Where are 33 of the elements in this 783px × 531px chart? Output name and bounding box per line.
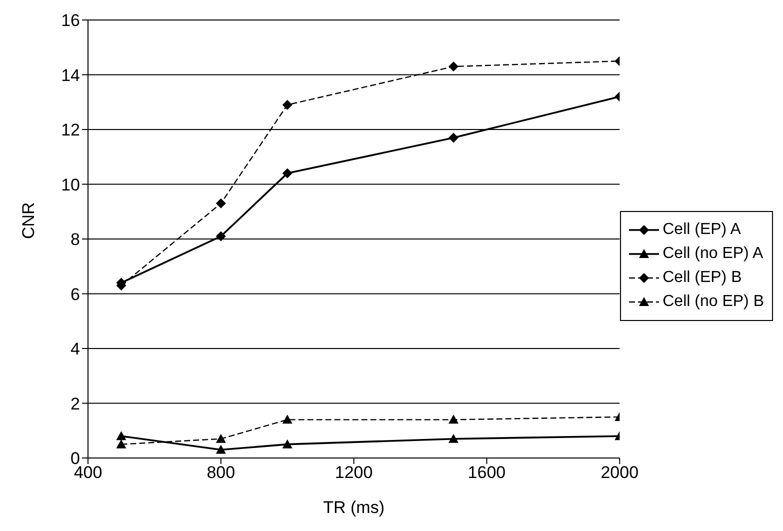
point xyxy=(282,439,292,448)
point xyxy=(448,414,458,424)
y-tick-label: 2 xyxy=(70,394,80,414)
point xyxy=(448,132,458,143)
point xyxy=(216,198,226,208)
x-tick-label: 1600 xyxy=(468,463,506,482)
point xyxy=(216,444,226,454)
y-tick-label: 12 xyxy=(61,120,80,140)
x-tick-label: 1200 xyxy=(334,463,373,482)
point xyxy=(216,231,226,242)
y-tick-label: 14 xyxy=(61,66,80,85)
legend-label: Cell (no EP) B xyxy=(662,292,764,312)
y-axis-title: CNR xyxy=(19,202,38,239)
point xyxy=(282,414,292,424)
legend-label: Cell (no EP) A xyxy=(662,244,764,264)
point xyxy=(216,434,226,443)
point xyxy=(116,431,126,440)
legend-label: Cell (EP) A xyxy=(662,220,741,240)
y-tick-label: 8 xyxy=(70,230,80,250)
point xyxy=(116,439,126,448)
legend-label: Cell (EP) B xyxy=(662,268,742,288)
point xyxy=(448,434,458,443)
point xyxy=(282,168,292,178)
y-tick-label: 4 xyxy=(70,340,80,359)
x-axis-title: TR (ms) xyxy=(323,498,384,517)
x-tick-label: 800 xyxy=(206,463,236,482)
point xyxy=(448,62,458,72)
y-tick-label: 10 xyxy=(61,175,80,194)
y-tick-label: 16 xyxy=(61,11,80,30)
x-tick-label: 2000 xyxy=(600,463,639,482)
point xyxy=(282,100,292,110)
y-tick-label: 6 xyxy=(70,284,80,304)
x-tick-label: 400 xyxy=(74,463,102,482)
